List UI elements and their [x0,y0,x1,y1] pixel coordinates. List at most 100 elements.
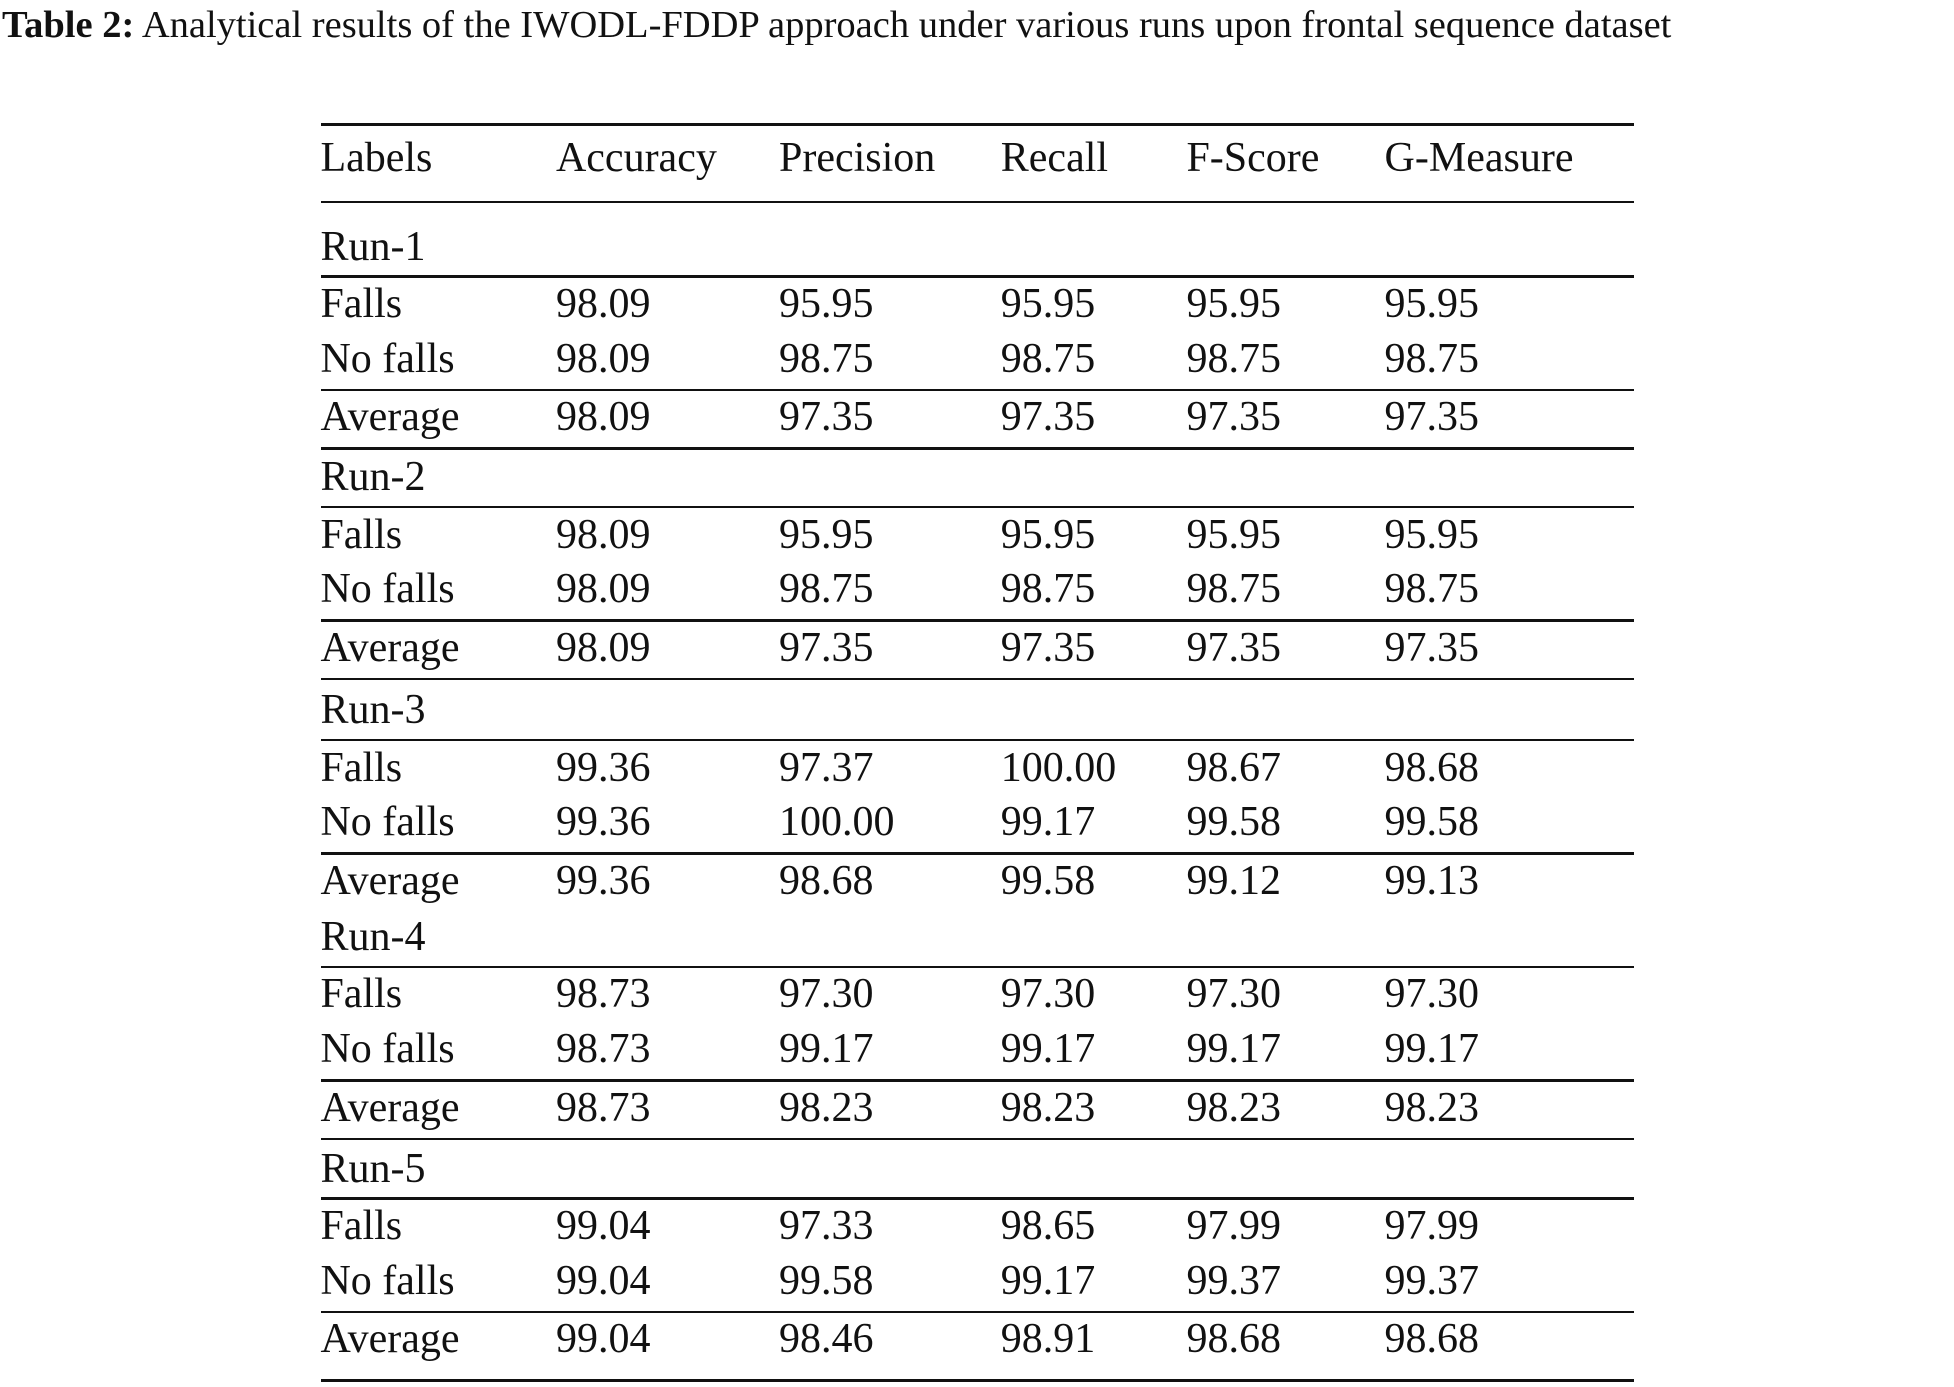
row-label: Falls [320,281,403,328]
value-cell: 98.75 [1000,335,1096,382]
value-cell: 97.30 [1186,971,1281,1018]
value-cell: 98.75 [1384,566,1480,613]
rule [321,1079,1634,1082]
value-cell: 97.35 [778,624,874,671]
group-title: Run-4 [320,913,426,960]
rule [321,123,1634,126]
rule [321,852,1634,855]
header-cell: G-Measure [1384,135,1574,182]
value-cell: 98.68 [778,857,874,904]
value-cell: 99.17 [778,1026,874,1073]
group-title: Run-5 [320,1145,426,1192]
rule [321,1310,1634,1314]
caption: Table 2: Analytical results of the IWODL… [2,0,1952,50]
header-cell: Recall [1000,135,1109,182]
value-cell: 97.35 [1000,624,1096,671]
row-label: Average [320,394,460,441]
value-cell: 97.30 [1000,971,1096,1018]
header-cell: Accuracy [555,135,717,182]
value-cell: 98.67 [1186,744,1281,791]
row-label: Falls [320,511,403,558]
row-label: No falls [320,335,455,382]
value-cell: 98.09 [555,281,651,328]
header-cell: Labels [320,135,433,182]
row-label: Average [320,1084,460,1131]
value-cell: 95.95 [778,511,874,558]
value-cell: 98.75 [1000,566,1096,613]
value-cell: 98.73 [555,1084,651,1131]
value-cell: 98.73 [555,971,651,1018]
value-cell: 95.95 [1384,281,1480,328]
value-cell: 95.95 [1384,511,1480,558]
rule [321,447,1634,450]
header-cell: F-Score [1186,135,1320,182]
rule [321,619,1634,622]
value-cell: 98.68 [1384,744,1480,791]
value-cell: 99.58 [1000,857,1096,904]
value-cell: 99.04 [555,1316,651,1363]
value-cell: 98.09 [555,335,651,382]
rule [321,1197,1634,1200]
value-cell: 99.13 [1384,857,1480,904]
row-label: Average [320,857,460,904]
group-title: Run-3 [320,687,426,734]
value-cell: 99.37 [1384,1257,1480,1304]
group-title: Run-1 [320,223,426,270]
value-cell: 100.00 [778,799,895,846]
value-cell: 95.95 [1186,511,1281,558]
row-label: Falls [320,1203,403,1250]
value-cell: 99.17 [1000,1026,1096,1073]
value-cell: 98.23 [1384,1084,1480,1131]
value-cell: 98.09 [555,511,651,558]
value-cell: 98.91 [1000,1316,1096,1363]
rule [321,738,1634,742]
rule [321,965,1634,969]
header-cell: Precision [778,135,936,182]
row-label: Average [320,1316,460,1363]
value-cell: 98.65 [1000,1203,1096,1250]
group-title: Run-2 [320,454,426,501]
value-cell: 98.75 [778,335,874,382]
value-cell: 100.00 [1000,744,1117,791]
rule [321,275,1634,278]
row-label: No falls [320,799,455,846]
value-cell: 98.75 [1384,335,1480,382]
value-cell: 99.37 [1186,1257,1281,1304]
value-cell: 99.17 [1000,799,1096,846]
value-cell: 97.35 [1384,624,1480,671]
rule [321,1137,1634,1141]
value-cell: 95.95 [778,281,874,328]
value-cell: 97.37 [778,744,874,791]
value-cell: 98.09 [555,624,651,671]
value-cell: 99.58 [1186,799,1281,846]
caption-text: Analytical results of the IWODL-FDDP app… [141,4,1672,46]
value-cell: 99.36 [555,857,651,904]
value-cell: 97.35 [1000,394,1096,441]
row-label: No falls [320,1257,455,1304]
value-cell: 98.46 [778,1316,874,1363]
value-cell: 98.75 [1186,566,1281,613]
value-cell: 98.75 [778,566,874,613]
value-cell: 97.35 [1186,624,1281,671]
value-cell: 97.99 [1384,1203,1480,1250]
rule [321,200,1634,204]
caption-label: Table 2: [2,4,135,46]
value-cell: 98.68 [1384,1316,1480,1363]
row-label: Falls [320,744,403,791]
value-cell: 95.95 [1000,511,1096,558]
value-cell: 97.33 [778,1203,874,1250]
value-cell: 95.95 [1000,281,1096,328]
value-cell: 95.95 [1186,281,1281,328]
row-label: Average [320,624,460,671]
value-cell: 99.04 [555,1257,651,1304]
row-label: No falls [320,566,455,613]
value-cell: 98.23 [1186,1084,1281,1131]
value-cell: 98.09 [555,566,651,613]
value-cell: 97.35 [778,394,874,441]
rule [321,505,1634,509]
value-cell: 99.58 [1384,799,1480,846]
rule [321,388,1634,392]
value-cell: 98.09 [555,394,651,441]
value-cell: 99.04 [555,1203,651,1250]
